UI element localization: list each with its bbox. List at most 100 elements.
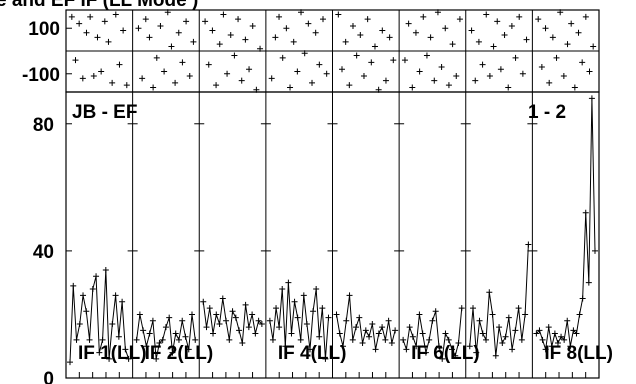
amplitude-point bbox=[392, 327, 399, 334]
amplitude-point bbox=[179, 317, 186, 324]
phase-point bbox=[560, 73, 567, 80]
phase-point bbox=[442, 25, 449, 32]
amplitude-point bbox=[379, 324, 386, 331]
amplitude-point bbox=[372, 346, 379, 353]
amplitude-point bbox=[245, 324, 252, 331]
amplitude-tick-label: 40 bbox=[33, 242, 54, 263]
plot-panels: IF 1(LL)IF 2(LL) IF 4(LL) IF 6(LL) IF 8(LL) bbox=[65, 9, 613, 379]
amplitude-point bbox=[166, 314, 173, 321]
phase-point bbox=[382, 77, 389, 84]
amplitude-point bbox=[356, 314, 363, 321]
phase-point bbox=[87, 13, 94, 20]
amplitude-point bbox=[385, 317, 392, 324]
amplitude-point bbox=[192, 336, 199, 343]
amplitude-point bbox=[288, 330, 295, 337]
amplitude-point bbox=[319, 305, 326, 312]
phase-point bbox=[412, 29, 419, 36]
if-panel: IF 1(LL) bbox=[67, 11, 147, 366]
phase-point bbox=[231, 52, 238, 59]
amplitude-line bbox=[202, 298, 263, 344]
phase-point bbox=[386, 34, 393, 41]
if-label: IF 6(LL) bbox=[411, 343, 480, 364]
phase-point bbox=[512, 54, 519, 61]
phase-point bbox=[349, 22, 356, 29]
phase-point bbox=[105, 38, 112, 45]
phase-point bbox=[453, 73, 460, 80]
amplitude-point bbox=[182, 333, 189, 340]
phase-point bbox=[72, 57, 79, 64]
if-label: IF 8(LL) bbox=[544, 343, 613, 364]
amplitude-point bbox=[115, 333, 122, 340]
phase-point bbox=[490, 43, 497, 50]
amplitude-point bbox=[343, 317, 350, 324]
amplitude-point bbox=[99, 336, 106, 343]
if-panel: IF 2(LL) bbox=[133, 9, 213, 364]
phase-point bbox=[238, 77, 245, 84]
amplitude-point bbox=[313, 286, 320, 293]
phase-point bbox=[586, 68, 593, 75]
phase-point bbox=[579, 59, 586, 66]
phase-point bbox=[416, 68, 423, 75]
amplitude-tick-label: 80 bbox=[33, 115, 54, 136]
amplitude-point bbox=[175, 336, 182, 343]
phase-point bbox=[475, 38, 482, 45]
amplitude-point bbox=[489, 311, 496, 318]
phase-point bbox=[202, 18, 209, 25]
phase-point bbox=[161, 68, 168, 75]
phase-point bbox=[501, 32, 508, 39]
phase-point bbox=[298, 9, 305, 16]
phase-point bbox=[287, 84, 294, 91]
phase-point bbox=[353, 52, 360, 59]
phase-point bbox=[553, 54, 560, 61]
phase-point bbox=[272, 34, 279, 41]
phase-point bbox=[346, 82, 353, 89]
if-label: IF 4(LL) bbox=[278, 343, 347, 364]
phase-point bbox=[283, 25, 290, 32]
phase-point bbox=[316, 61, 323, 68]
amplitude-point bbox=[122, 346, 129, 353]
if-panel: IF 4(LL) bbox=[266, 9, 347, 364]
amplitude-point bbox=[536, 327, 543, 334]
phase-point bbox=[213, 82, 220, 89]
amplitude-point bbox=[325, 314, 332, 321]
phase-point bbox=[542, 25, 549, 32]
phase-point bbox=[420, 13, 427, 20]
amplitude-point bbox=[156, 340, 163, 347]
phase-point bbox=[139, 75, 146, 82]
amplitude-point bbox=[316, 333, 323, 340]
phase-point bbox=[449, 41, 456, 48]
amplitude-point bbox=[406, 324, 413, 331]
amplitude-point bbox=[255, 317, 262, 324]
amplitude-point bbox=[448, 346, 455, 353]
phase-point bbox=[183, 18, 190, 25]
phase-point bbox=[323, 70, 330, 77]
phase-point bbox=[116, 61, 123, 68]
amplitude-point bbox=[294, 314, 301, 321]
amplitude-point bbox=[558, 333, 565, 340]
amplitude-point bbox=[200, 298, 207, 305]
amplitude-point bbox=[512, 327, 519, 334]
phase-point bbox=[571, 84, 578, 91]
amplitude-point bbox=[279, 286, 286, 293]
amplitude-point bbox=[223, 317, 230, 324]
amplitude-point bbox=[366, 333, 373, 340]
amplitude-point bbox=[96, 349, 103, 356]
amplitude-point bbox=[106, 355, 113, 362]
phase-point bbox=[164, 9, 171, 16]
amplitude-point bbox=[140, 327, 147, 334]
phase-point bbox=[179, 59, 186, 66]
phase-point bbox=[360, 73, 367, 80]
amplitude-point bbox=[496, 324, 503, 331]
amplitude-point bbox=[502, 333, 509, 340]
amplitude-point bbox=[388, 340, 395, 347]
amplitude-point bbox=[545, 324, 552, 331]
amplitude-point bbox=[153, 355, 160, 362]
amplitude-point bbox=[533, 330, 540, 337]
amplitude-point bbox=[432, 308, 439, 315]
amplitude-point bbox=[252, 330, 259, 337]
phase-point bbox=[216, 41, 223, 48]
amplitude-point bbox=[518, 336, 525, 343]
phase-point bbox=[294, 68, 301, 75]
phase-point bbox=[523, 36, 530, 43]
phase-point bbox=[423, 52, 430, 59]
